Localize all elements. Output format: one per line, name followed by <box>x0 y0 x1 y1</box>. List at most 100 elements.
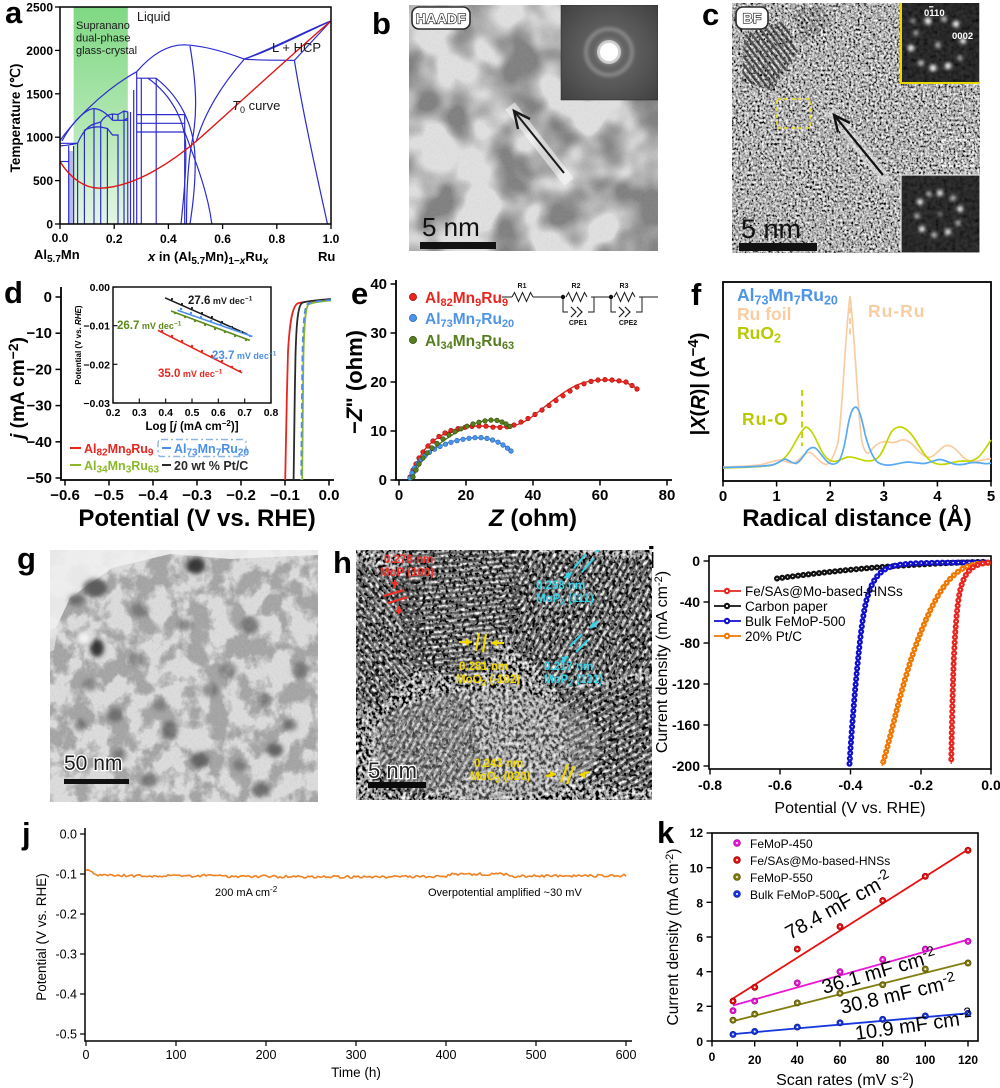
svg-text:0.5: 0.5 <box>185 407 200 419</box>
svg-text:0.0: 0.0 <box>52 231 69 245</box>
svg-text:20: 20 <box>748 1053 762 1067</box>
svg-text:0.3: 0.3 <box>132 407 147 419</box>
svg-text:−50: −50 <box>27 470 52 487</box>
svg-text:0.7: 0.7 <box>237 407 252 419</box>
svg-text:Fe/SAs@Mo-based-HNSs: Fe/SAs@Mo-based-HNSs <box>745 584 903 599</box>
svg-text:30: 30 <box>370 325 387 342</box>
svg-text:HAADF: HAADF <box>416 11 467 27</box>
svg-text:0: 0 <box>379 472 387 489</box>
svg-text:5 nm: 5 nm <box>368 758 417 783</box>
svg-text:−10: −10 <box>27 325 52 342</box>
svg-text:Potential (V vs. RHE): Potential (V vs. RHE) <box>78 505 315 532</box>
svg-text:0: 0 <box>44 289 52 306</box>
svg-text:CPE2: CPE2 <box>619 320 637 327</box>
svg-text:4: 4 <box>696 966 703 980</box>
svg-text:0.2: 0.2 <box>106 232 123 246</box>
svg-text:400: 400 <box>436 1048 457 1062</box>
svg-text:0: 0 <box>83 1048 90 1062</box>
svg-text:0.6: 0.6 <box>211 407 226 419</box>
svg-text:−0.4: −0.4 <box>138 487 168 504</box>
svg-text:0.217 nm: 0.217 nm <box>544 661 593 673</box>
svg-text:x in (Al5.7Mn)1−xRux: x in (Al5.7Mn)1−xRux <box>147 249 269 267</box>
svg-text:600: 600 <box>616 1048 637 1062</box>
svg-text:−0.03: −0.03 <box>83 398 110 410</box>
svg-text:0.281 nm: 0.281 nm <box>459 661 508 673</box>
svg-text:L + HCP: L + HCP <box>272 40 321 55</box>
svg-text:27.6 mV dec−1: 27.6 mV dec−1 <box>188 295 253 307</box>
svg-text:−0.2: −0.2 <box>226 487 256 504</box>
svg-text:−Z" (ohm): −Z" (ohm) <box>342 330 367 434</box>
svg-text:−0.3: −0.3 <box>182 487 212 504</box>
svg-text:MoP2 (131): MoP2 (131) <box>544 674 603 688</box>
svg-text:-120: -120 <box>672 676 700 692</box>
svg-text:-0.4: -0.4 <box>838 777 862 793</box>
svg-text:MoO2 (-102): MoO2 (-102) <box>456 674 520 688</box>
svg-text:MoP2 (111): MoP2 (111) <box>536 593 594 607</box>
svg-text:0.8: 0.8 <box>264 407 279 419</box>
svg-text:26.7 mV dec−1: 26.7 mV dec−1 <box>117 320 182 332</box>
svg-text:-0.8: -0.8 <box>698 777 722 793</box>
svg-text:1.0: 1.0 <box>323 232 340 246</box>
svg-text:300: 300 <box>346 1048 367 1062</box>
svg-text:−0.5: −0.5 <box>94 487 124 504</box>
svg-text:|X(R)| (A−4): |X(R)| (A−4) <box>685 333 710 436</box>
svg-text:-0.6: -0.6 <box>768 777 792 793</box>
svg-text:Log [j (mA cm−2)]: Log [j (mA cm−2)] <box>145 419 238 433</box>
svg-text:FeMoP-450: FeMoP-450 <box>750 837 813 851</box>
svg-text:Carbon paper: Carbon paper <box>745 599 828 614</box>
svg-text:0.258 nm: 0.258 nm <box>536 580 585 592</box>
svg-text:−20: −20 <box>27 361 52 378</box>
svg-text:500: 500 <box>526 1048 547 1062</box>
svg-text:200 mA cm-2: 200 mA cm-2 <box>215 885 278 899</box>
svg-text:0002: 0002 <box>952 31 973 42</box>
svg-text:0.00: 0.00 <box>90 282 111 294</box>
svg-text:Al5.7Mn: Al5.7Mn <box>34 247 80 265</box>
svg-text:FeMoP-550: FeMoP-550 <box>750 871 813 885</box>
svg-text:35.0 mV dec−1: 35.0 mV dec−1 <box>158 368 223 380</box>
svg-text:Al34Mn3Ru63: Al34Mn3Ru63 <box>84 459 159 476</box>
svg-text:100: 100 <box>915 1053 935 1067</box>
svg-text:-0.2: -0.2 <box>55 908 77 922</box>
svg-text:Bulk FeMoP-500: Bulk FeMoP-500 <box>750 888 840 902</box>
svg-text:−40: −40 <box>27 434 52 451</box>
svg-text:CPE1: CPE1 <box>569 320 587 327</box>
svg-text:R3: R3 <box>620 283 629 290</box>
svg-text:T0 curve: T0 curve <box>232 98 280 115</box>
svg-text:Temperature (℃): Temperature (℃) <box>8 64 23 173</box>
svg-text:80: 80 <box>659 487 676 504</box>
svg-text:80: 80 <box>876 1053 890 1067</box>
svg-text:0: 0 <box>719 488 727 505</box>
svg-text:Al82Mn9Ru9: Al82Mn9Ru9 <box>84 442 154 459</box>
svg-text:5 nm: 5 nm <box>741 214 801 244</box>
svg-text:60: 60 <box>592 487 609 504</box>
svg-text:RuO2: RuO2 <box>737 323 781 346</box>
svg-text:0.0: 0.0 <box>981 777 1000 793</box>
svg-text:120: 120 <box>958 1053 978 1067</box>
svg-text:Radical distance (Å): Radical distance (Å) <box>742 504 971 532</box>
svg-text:0.2: 0.2 <box>106 407 121 419</box>
svg-text:0.6: 0.6 <box>214 232 231 246</box>
svg-text:0.8: 0.8 <box>268 232 285 246</box>
svg-text:Current density (mA cm-2): Current density (mA cm-2) <box>653 571 671 753</box>
svg-text:2500: 2500 <box>26 1 53 15</box>
svg-text:1: 1 <box>772 488 780 505</box>
svg-text:-40: -40 <box>680 594 700 610</box>
svg-text:Time (h): Time (h) <box>331 1065 381 1080</box>
svg-text:Ru-O: Ru-O <box>742 409 789 429</box>
svg-text:0.4: 0.4 <box>160 232 177 246</box>
svg-text:1000: 1000 <box>26 131 53 145</box>
svg-text:−0.01: −0.01 <box>83 321 110 333</box>
svg-text:500: 500 <box>33 174 53 188</box>
svg-text:0.278 nm: 0.278 nm <box>384 554 433 566</box>
svg-text:0: 0 <box>692 553 700 569</box>
svg-text:0: 0 <box>395 487 403 504</box>
svg-text:BF: BF <box>743 10 762 26</box>
svg-text:2000: 2000 <box>26 44 53 58</box>
svg-text:Al73Mn7Ru20: Al73Mn7Ru20 <box>425 311 514 330</box>
svg-text:8: 8 <box>696 896 703 910</box>
svg-text:12: 12 <box>690 826 704 840</box>
svg-text:Al73Mn7Ru20: Al73Mn7Ru20 <box>174 442 249 459</box>
svg-text:10: 10 <box>690 862 704 876</box>
svg-text:0: 0 <box>46 218 53 232</box>
svg-text:0: 0 <box>696 1035 703 1049</box>
